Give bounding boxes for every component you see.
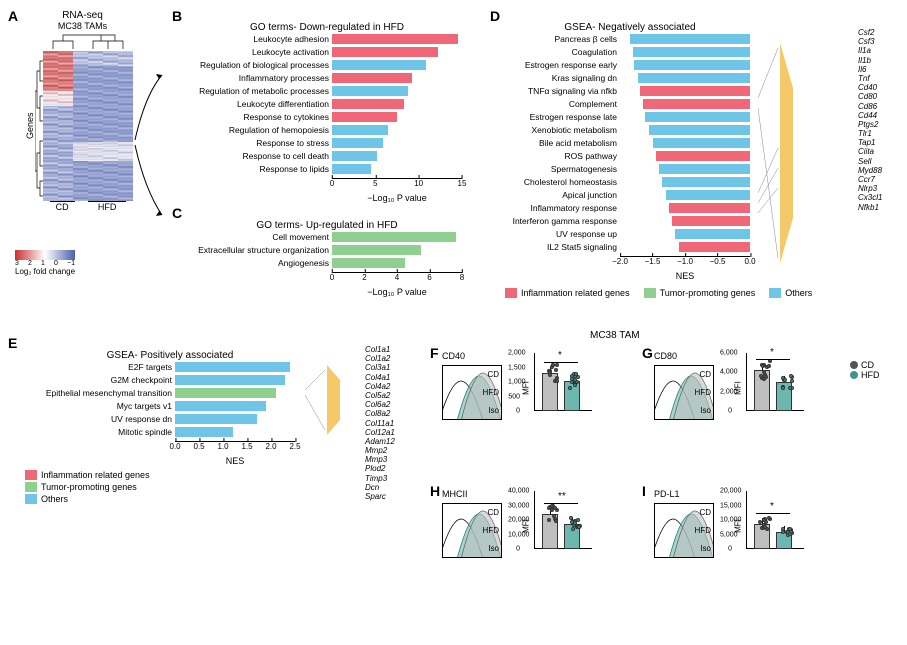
category-legend-e: Inflammation related genes Tumor-promoti…	[25, 470, 225, 506]
panel-b: GO terms- Down-regulated in HFDLeukocyte…	[172, 22, 482, 203]
gradient-bar	[15, 250, 75, 260]
panel-label-a: A	[8, 8, 18, 24]
heatmap-legend: 3 2 1 0 −1 Log₂ fold change	[15, 250, 75, 276]
legend-e-others: Others	[25, 494, 225, 504]
tam-header: MC38 TAM	[590, 330, 640, 341]
panel-d: GSEA- Negatively associatedPancreas β ce…	[505, 22, 755, 281]
heatmap	[43, 51, 133, 201]
dendrogram-top	[43, 31, 143, 49]
panel-label-d: D	[490, 8, 500, 24]
gene-list-d: Csf2Csf3Il1aIl1bIl6TnfCd40Cd80Cd86Cd44Pt…	[858, 28, 882, 212]
gene-list-e: Col1a1Col1a2Col3a1Col4a1Col4a2Col5a2Col6…	[365, 345, 395, 501]
legend-e-inflammation: Inflammation related genes	[25, 470, 225, 480]
heatmap-xlabels: CD HFD	[43, 201, 133, 212]
dendrogram-left	[35, 51, 43, 201]
heatmap-ylabel: Genes	[25, 51, 35, 201]
connector-arrows	[130, 55, 170, 230]
category-legend: Inflammation related genes Tumor-promoti…	[505, 288, 865, 300]
panel-label-c: C	[172, 205, 182, 221]
legend-inflammation: Inflammation related genes	[505, 288, 630, 298]
legend-tumor: Tumor-promoting genes	[644, 288, 756, 298]
panel-label-e: E	[8, 335, 17, 351]
panel-e-connector	[305, 360, 365, 450]
legend-e-tumor: Tumor-promoting genes	[25, 482, 225, 492]
gradient-ticks: 3 2 1 0 −1	[15, 260, 75, 267]
panel-c: GO terms- Up-regulated in HFDCell moveme…	[172, 220, 482, 297]
panels-fi: FCD40CDHFDIso05001,0001,5002,000MFI*GCD8…	[430, 345, 900, 613]
panel-a-title: RNA-seq	[25, 10, 140, 21]
condition-legend: CD HFD	[850, 360, 880, 380]
panel-a-subtitle: MC38 TAMs	[25, 21, 140, 31]
panel-e: GSEA- Positively associatedE2F targetsG2…	[25, 350, 315, 466]
legend-others: Others	[769, 288, 812, 298]
panel-d-connector	[758, 38, 848, 278]
panel-a: RNA-seq MC38 TAMs Genes CD HFD	[25, 10, 140, 212]
